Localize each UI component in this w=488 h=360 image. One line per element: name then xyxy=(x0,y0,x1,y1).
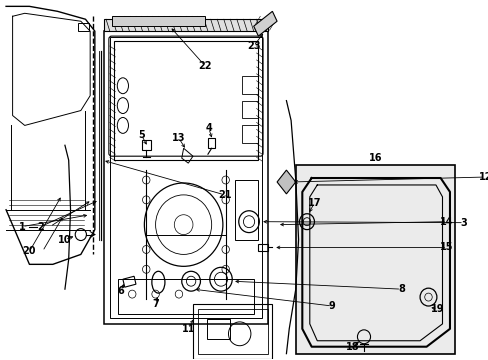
Bar xyxy=(104,31,267,324)
Text: 4: 4 xyxy=(205,123,212,134)
Bar xyxy=(241,125,258,143)
Text: 19: 19 xyxy=(430,304,444,314)
Text: 9: 9 xyxy=(328,301,335,311)
Text: 6: 6 xyxy=(118,286,124,296)
Bar xyxy=(241,76,258,94)
Bar xyxy=(295,165,454,354)
Text: 3: 3 xyxy=(460,218,467,228)
Text: 20: 20 xyxy=(22,247,36,256)
Bar xyxy=(78,23,89,31)
Bar xyxy=(111,16,204,26)
Bar xyxy=(113,41,258,160)
Text: 8: 8 xyxy=(397,284,404,294)
Text: 17: 17 xyxy=(307,198,321,208)
Text: 16: 16 xyxy=(367,153,381,163)
Bar xyxy=(241,100,258,118)
Text: 21: 21 xyxy=(218,190,231,200)
Bar xyxy=(110,37,262,318)
Bar xyxy=(193,304,272,359)
Bar xyxy=(104,19,267,31)
Bar xyxy=(206,319,230,339)
Text: 12: 12 xyxy=(478,172,488,182)
Text: 15: 15 xyxy=(440,243,453,252)
Text: 10: 10 xyxy=(58,234,72,244)
Bar xyxy=(197,309,267,354)
Polygon shape xyxy=(277,170,295,194)
Bar xyxy=(142,140,151,150)
Bar xyxy=(207,138,215,148)
Text: 23: 23 xyxy=(246,41,260,51)
Text: 14: 14 xyxy=(440,217,453,227)
Bar xyxy=(235,180,258,239)
Text: 11: 11 xyxy=(181,324,195,334)
Text: 2: 2 xyxy=(37,222,44,231)
Text: 18: 18 xyxy=(346,342,359,352)
Text: 7: 7 xyxy=(152,299,159,309)
Text: 5: 5 xyxy=(138,130,144,140)
Polygon shape xyxy=(253,11,277,36)
Text: 1: 1 xyxy=(19,222,25,231)
Text: 13: 13 xyxy=(172,133,185,143)
Bar xyxy=(258,243,267,251)
Bar xyxy=(118,279,253,314)
Text: 22: 22 xyxy=(198,61,211,71)
